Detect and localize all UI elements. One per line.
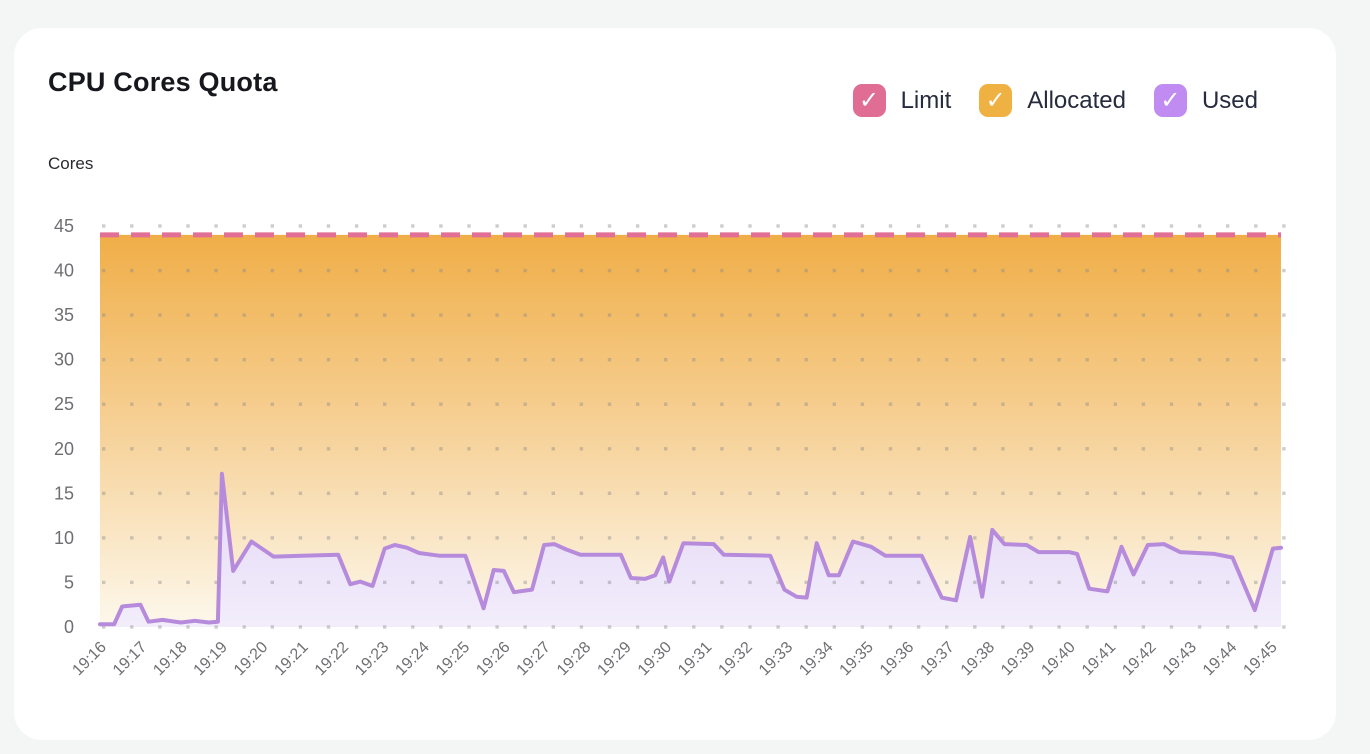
x-tick-label: 19:35 (837, 639, 877, 679)
x-tick-label: 19:17 (110, 639, 150, 679)
x-tick-label: 19:24 (392, 639, 432, 679)
x-tick-label: 19:25 (433, 639, 473, 679)
x-tick-label: 19:18 (150, 639, 190, 679)
x-tick-label: 19:22 (312, 639, 352, 679)
y-tick-label: 0 (64, 617, 74, 637)
y-tick-label: 15 (54, 483, 74, 503)
x-tick-label: 19:28 (554, 639, 594, 679)
y-tick-label: 45 (54, 216, 74, 236)
legend-item-allocated[interactable]: ✓ Allocated (979, 84, 1126, 117)
x-tick-label: 19:23 (352, 639, 392, 679)
y-tick-label: 10 (54, 528, 74, 548)
x-tick-label: 19:44 (1200, 639, 1240, 679)
x-tick-label: 19:33 (756, 639, 796, 679)
chart-title: CPU Cores Quota (48, 67, 278, 97)
x-tick-label: 19:39 (998, 639, 1038, 679)
y-tick-label: 35 (54, 305, 74, 325)
x-tick-label: 19:16 (69, 639, 109, 679)
legend-item-limit[interactable]: ✓ Limit (852, 84, 952, 117)
chart-card: CPU Cores Quota Cores ✓ Limit ✓ Allocated ✓ U… (14, 28, 1336, 740)
x-tick-label: 19:38 (958, 639, 998, 679)
x-tick-label: 19:32 (715, 639, 755, 679)
x-tick-label: 19:41 (1079, 639, 1119, 679)
x-tick-label: 19:36 (877, 639, 917, 679)
y-tick-label: 5 (64, 572, 74, 592)
legend-label: Allocated (1027, 86, 1126, 114)
x-tick-label: 19:43 (1160, 639, 1200, 679)
allocated-area (100, 234, 1281, 627)
x-tick-label: 19:21 (271, 639, 311, 679)
x-tick-label: 19:26 (473, 639, 513, 679)
legend-checkbox-allocated[interactable]: ✓ (979, 84, 1013, 117)
legend-label: Limit (900, 86, 952, 114)
x-tick-label: 19:20 (231, 639, 271, 679)
y-tick-label: 20 (54, 439, 74, 459)
x-tick-label: 19:29 (594, 639, 634, 679)
x-tick-label: 19:40 (1038, 639, 1078, 679)
legend-label: Used (1201, 86, 1258, 114)
x-tick-label: 19:31 (675, 639, 715, 679)
legend: ✓ Limit ✓ Allocated ✓ Used (852, 84, 1258, 117)
legend-item-used[interactable]: ✓ Used (1153, 84, 1258, 117)
x-axis-ticks: 19:16 19:17 19:18 19:19 19:20 19:21 19:22 19:23… (69, 639, 1280, 679)
y-axis-unit-label: Cores (48, 154, 94, 173)
grid-dots (102, 224, 1286, 629)
used-line (98, 471, 1283, 627)
legend-checkbox-limit[interactable]: ✓ (852, 84, 886, 117)
x-tick-label: 19:42 (1119, 639, 1159, 679)
y-axis-ticks: 0 5 10 15 20 25 30 35 40 45 (54, 216, 74, 637)
y-tick-label: 25 (54, 394, 74, 414)
x-tick-label: 19:34 (796, 639, 836, 679)
y-tick-label: 30 (54, 350, 74, 370)
y-tick-label: 40 (54, 261, 74, 281)
used-area (100, 473, 1281, 627)
x-tick-label: 19:19 (191, 639, 231, 679)
x-tick-label: 19:37 (917, 639, 957, 679)
x-tick-label: 19:45 (1240, 639, 1280, 679)
x-tick-label: 19:30 (635, 639, 675, 679)
x-tick-label: 19:27 (514, 639, 554, 679)
legend-checkbox-used[interactable]: ✓ (1153, 84, 1187, 117)
